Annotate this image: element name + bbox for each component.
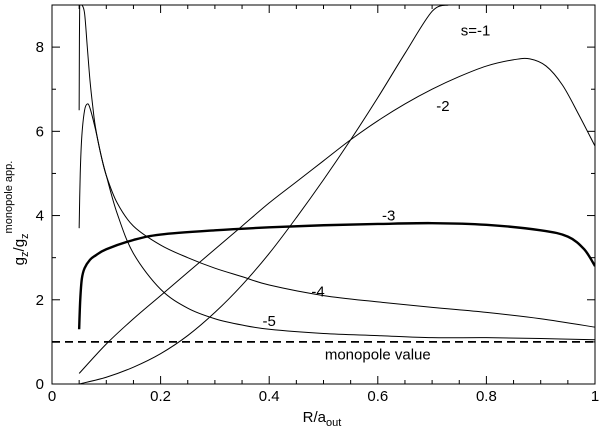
x-tick-label: 0.8 — [476, 388, 497, 405]
series-line-4 — [78, 103, 595, 328]
series-label: -4 — [311, 283, 324, 300]
y-tick-label: 0 — [36, 376, 44, 393]
series-line-s1 — [79, 5, 449, 384]
series-line-3 — [77, 221, 595, 330]
x-tick-label: 0.6 — [367, 388, 388, 405]
series-line-5 — [79, 5, 595, 341]
series-label: -5 — [263, 313, 276, 330]
plot-area — [52, 5, 595, 384]
monopole-value-label: monopole value — [325, 347, 431, 364]
series-line-2 — [78, 57, 595, 374]
plot-frame — [51, 4, 596, 385]
y-tick-label: 6 — [36, 123, 44, 140]
y-tick-label: 8 — [36, 39, 44, 56]
series-label: -2 — [436, 98, 449, 115]
series-label: -3 — [382, 208, 395, 225]
x-tick-label: 0 — [48, 388, 56, 405]
x-tick-label: 0.2 — [150, 388, 171, 405]
series-line-spike — [78, 5, 81, 111]
x-tick-label: 1 — [591, 388, 599, 405]
y-tick-label: 2 — [36, 292, 44, 309]
y-tick-label: 4 — [36, 208, 44, 225]
series-label: s=-1 — [461, 22, 491, 39]
axes: 0 0.2 0.4 0.6 0.8 1 0 2 4 6 8 — [36, 4, 599, 405]
y-axis-label: gz/gzmonopole app. — [3, 161, 31, 266]
x-axis-label: R/aout — [303, 409, 342, 429]
x-tick-label: 0.4 — [259, 388, 280, 405]
